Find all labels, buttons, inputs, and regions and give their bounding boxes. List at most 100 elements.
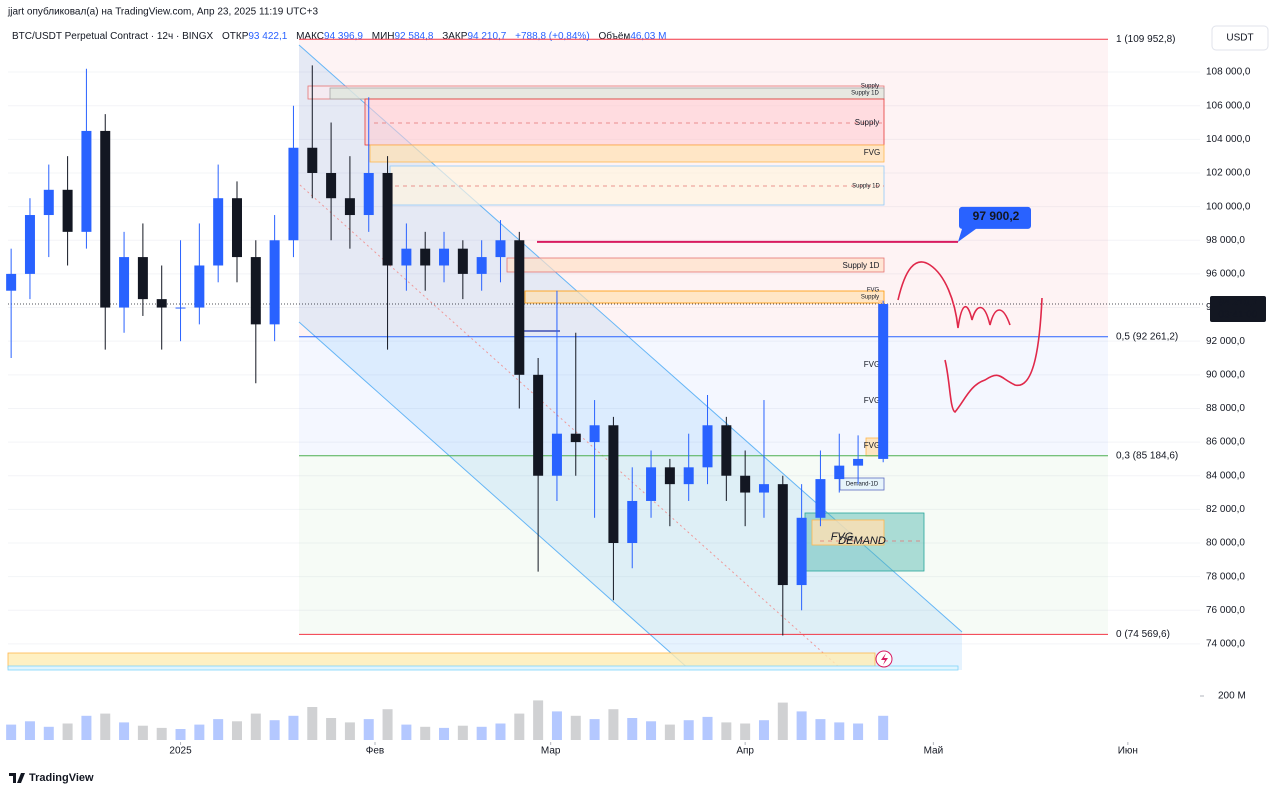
zone-label: DEMAND: [838, 535, 886, 547]
zone-box: [369, 144, 885, 163]
volume-tick-label: 200 M: [1218, 691, 1246, 702]
y-tick-label: 98 000,0: [1206, 235, 1245, 246]
candle-body: [514, 240, 525, 375]
candle-body: [119, 257, 130, 308]
zone-label: FVG: [864, 396, 880, 405]
zone-label: Supply 1D: [852, 184, 880, 190]
volume-bar: [777, 702, 788, 740]
candle-body: [250, 257, 261, 325]
candle-body: [420, 248, 431, 266]
volume-label: Объём: [598, 30, 630, 42]
ohlc-value: 93 422,1: [248, 31, 287, 42]
volume-bar: [288, 715, 299, 740]
candles-layer: [6, 65, 889, 740]
volume-bar: [570, 715, 581, 740]
candle-body: [664, 467, 675, 485]
candle-body: [758, 484, 769, 493]
candle-body: [815, 479, 826, 518]
callout: [958, 206, 1031, 242]
zone-box: [839, 477, 885, 491]
candle-body: [457, 248, 468, 274]
currency[interactable]: USDT: [1226, 33, 1253, 44]
scribble: [897, 261, 1011, 329]
volume-bar: [250, 713, 261, 740]
candle-body: [551, 433, 562, 476]
y-tick-label: 76 000,0: [1206, 605, 1245, 616]
candle-body: [213, 198, 224, 266]
candle-body: [401, 248, 412, 266]
symbol: BTC/USDT Perpetual Contract · 12ч · BING…: [12, 31, 214, 42]
x-tick-label: Май: [924, 746, 944, 757]
candle-body: [269, 240, 280, 325]
y-tick-label: 80 000,0: [1206, 538, 1245, 549]
y-tick-label: 96 000,0: [1206, 269, 1245, 280]
y-tick-label: 88 000,0: [1206, 403, 1245, 414]
volume-bar: [194, 724, 205, 740]
candle-body: [533, 374, 544, 476]
candle-body: [495, 240, 506, 258]
ohlc-value: 92 584,8: [395, 31, 434, 42]
volume-bar: [439, 727, 450, 740]
volume-bar: [457, 725, 468, 740]
volume-bar: [495, 723, 506, 740]
volume-bar: [551, 711, 562, 740]
zone-label: FVG: [864, 360, 880, 369]
ohlc-label: ЗАКР: [442, 31, 468, 42]
candle-body: [646, 467, 657, 501]
lines-layer: 1 (109 952,8) 0,5 (92 261,2) 0,3 (85 184,6…: [8, 34, 1204, 640]
candle-body: [853, 458, 864, 466]
volume-bar: [683, 720, 694, 740]
zone-label: Demand-1D: [846, 482, 879, 488]
candle-body: [6, 273, 17, 291]
candle-body: [608, 425, 619, 544]
candle-body: [24, 215, 35, 274]
x-tick-label: Мар: [541, 746, 561, 757]
fib-label: 1 (109 952,8): [1116, 34, 1176, 45]
currency-button[interactable]: [1211, 25, 1269, 51]
candle-body: [683, 467, 694, 485]
zone-box: [329, 87, 885, 100]
candle-body: [81, 130, 92, 232]
volume-bar: [6, 724, 17, 740]
zone-box: [7, 665, 959, 671]
candle-body: [777, 484, 788, 586]
volume-bar: [231, 721, 242, 740]
x-tick-label: Фев: [366, 746, 384, 757]
candle-body: [878, 303, 889, 459]
volume-bar: [702, 716, 713, 740]
candle-body: [137, 257, 148, 300]
volume-bar: [514, 713, 525, 740]
ohlc-label: ОТКР: [222, 31, 249, 42]
x-tick-label: Июн: [1118, 746, 1138, 757]
axis-layer: 74 000,0 76 000,0 78 000,0 80 000,0 82 000,0…: [169, 67, 1266, 757]
candle-body: [721, 425, 732, 476]
volume-bar: [420, 726, 431, 740]
volume-bar: [119, 722, 130, 740]
volume-bar: [43, 726, 54, 740]
volume-bar: [608, 709, 619, 740]
volume-bar: [156, 727, 167, 740]
candle-body: [570, 433, 581, 443]
candle-body: [627, 500, 638, 544]
ohlc-value: 94 396,9: [324, 31, 363, 42]
zone-label: Supply 1D: [843, 261, 880, 270]
zone-label: FVG: [831, 531, 854, 543]
candle-body: [100, 130, 111, 308]
callout-label: 97 900,2: [973, 209, 1020, 223]
zone-label: Supply: [861, 295, 879, 301]
y-tick-label: 84 000,0: [1206, 470, 1245, 481]
price-label: 94 210,7: [1219, 298, 1258, 309]
candle-body: [476, 257, 487, 274]
volume-bar: [589, 719, 600, 740]
volume-bar: [533, 700, 544, 740]
candle-body: [43, 189, 54, 216]
zone-label: FVG: [867, 288, 880, 294]
candle-body: [363, 172, 374, 216]
fib-label: 0 (74 569,6): [1116, 629, 1170, 640]
logo: TradingView: [9, 772, 94, 784]
y-tick-label: 90 000,0: [1206, 369, 1245, 380]
fib-label: 0,3 (85 184,6): [1116, 450, 1178, 461]
candle-body: [307, 147, 318, 173]
volume-bar: [382, 709, 393, 740]
